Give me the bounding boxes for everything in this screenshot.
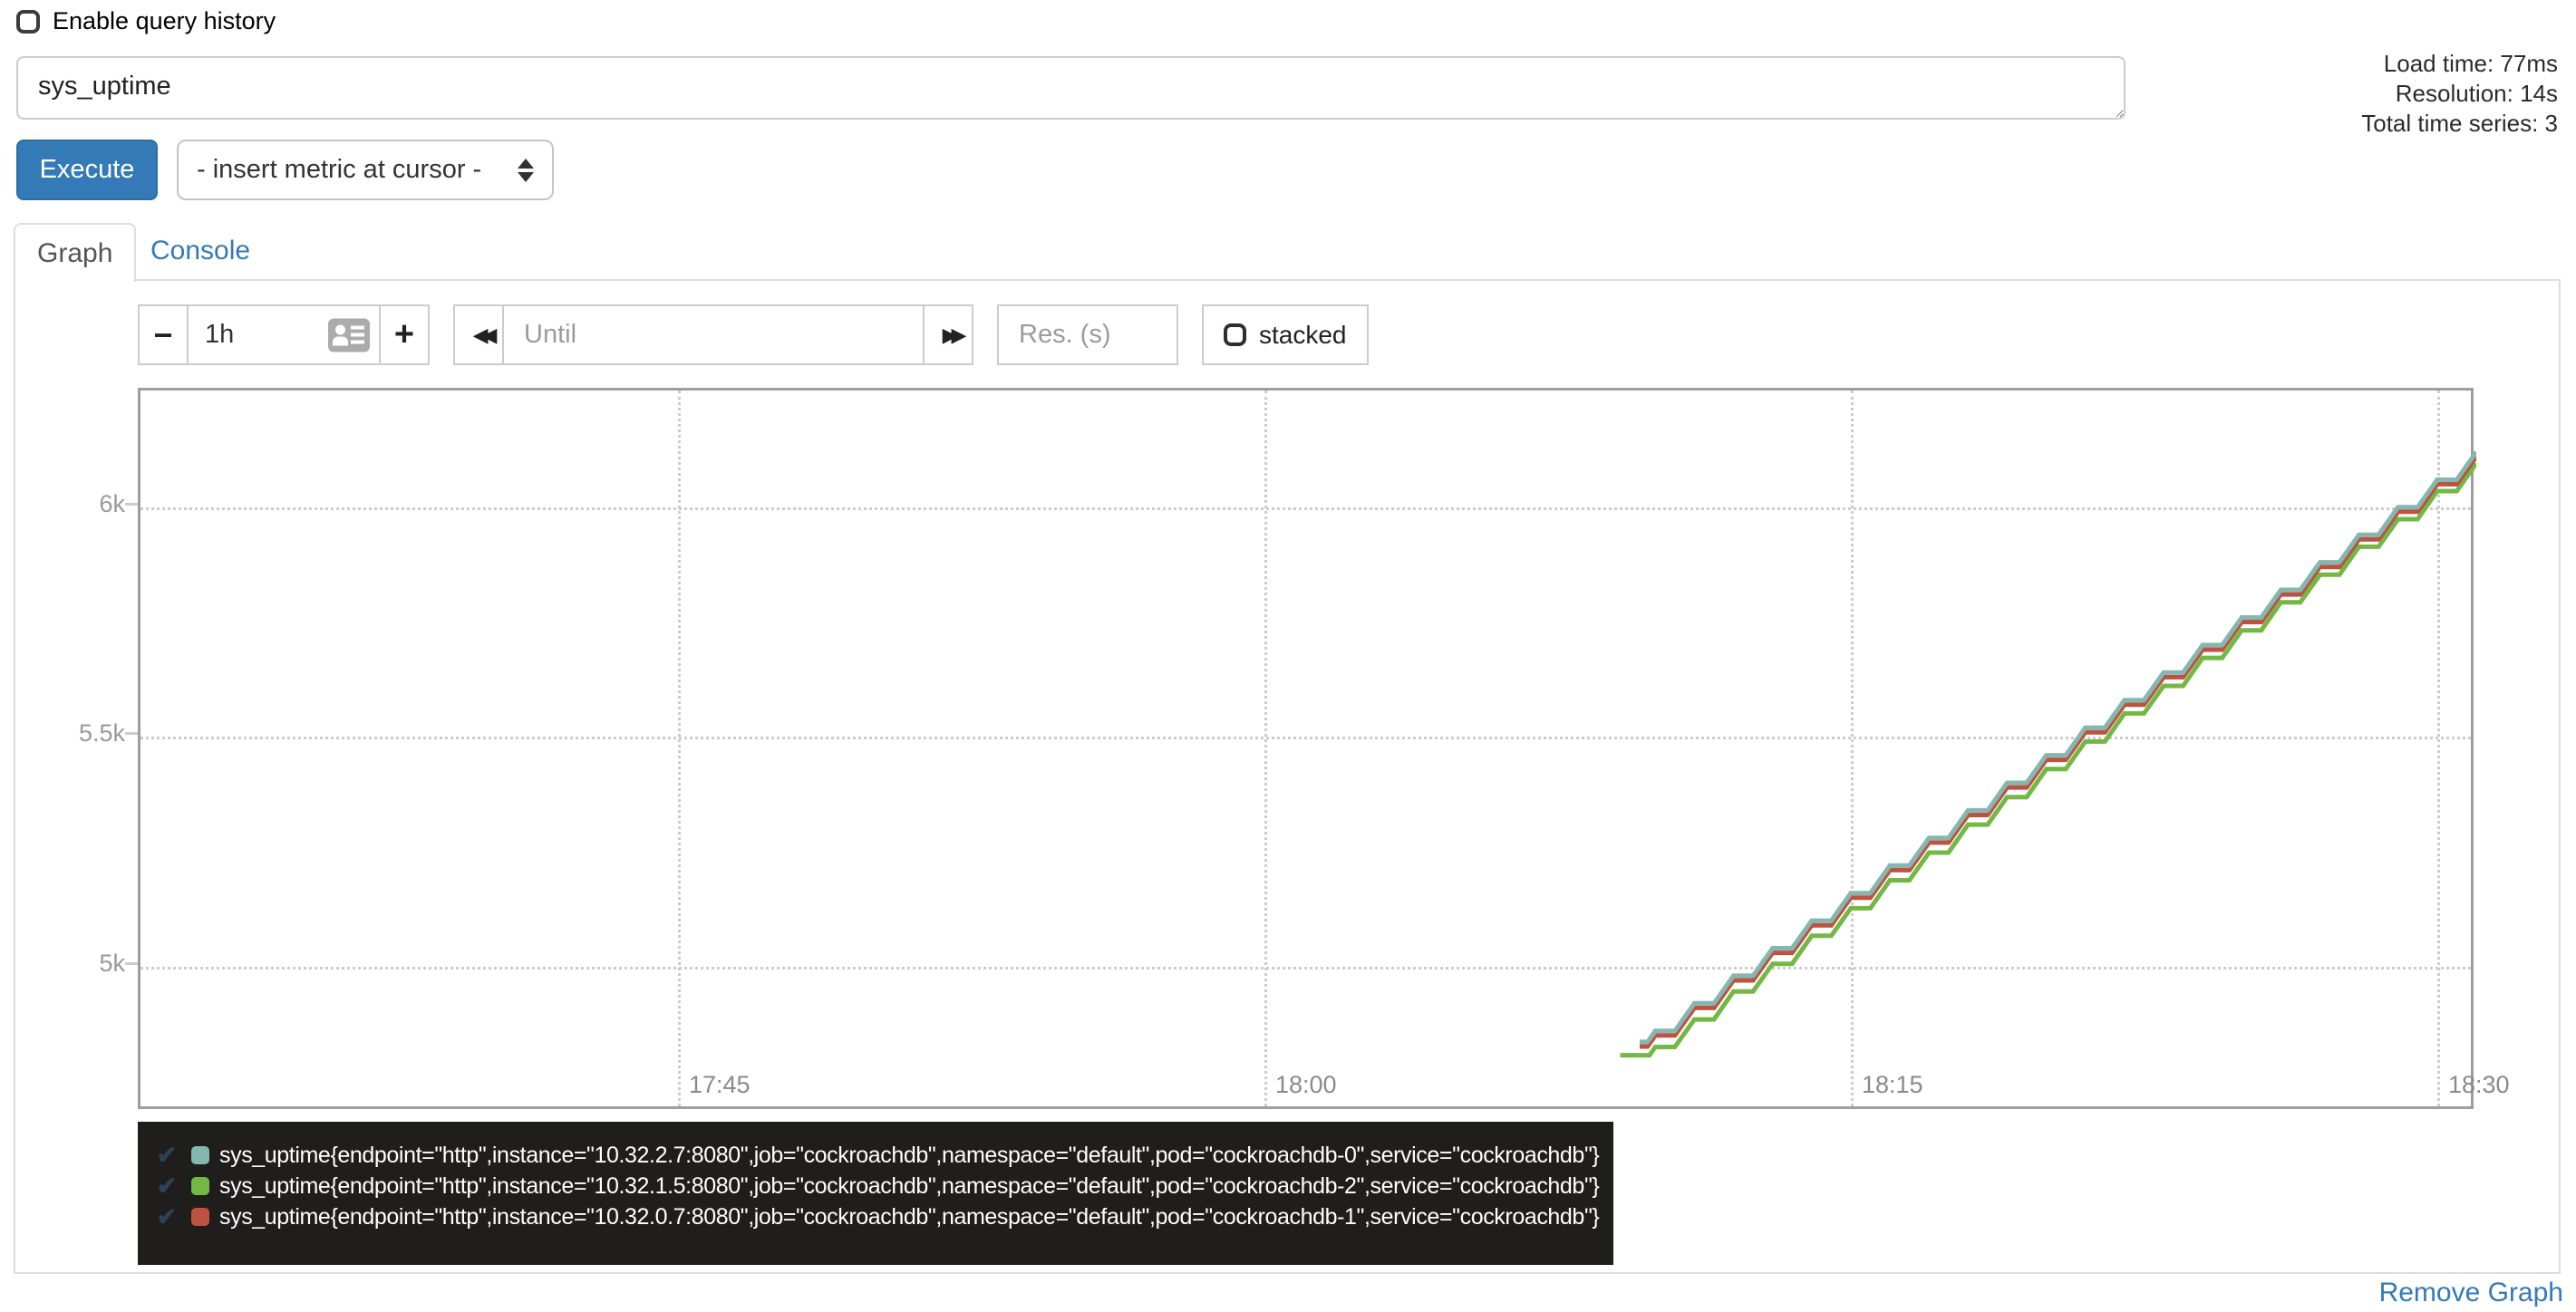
y-tick-5.5k bbox=[125, 732, 138, 735]
total-time-series: Total time series: 3 bbox=[2361, 110, 2558, 137]
x-axis-label-1830: 18:30 bbox=[2448, 1071, 2510, 1098]
x-axis-label-1815: 18:15 bbox=[1862, 1071, 1923, 1098]
series-color-swatch bbox=[191, 1146, 209, 1164]
grow-range-button[interactable]: + bbox=[379, 304, 430, 365]
query-stats: Load time: 77ms Resolution: 14s Total ti… bbox=[2361, 49, 2558, 139]
legend-row[interactable]: ✔ sys_uptime{endpoint="http",instance="1… bbox=[152, 1140, 1613, 1171]
stacked-toggle[interactable]: stacked bbox=[1202, 304, 1369, 365]
select-arrows-icon bbox=[518, 158, 534, 182]
expression-input[interactable]: sys_uptime bbox=[16, 56, 2126, 120]
query-history-checkbox[interactable] bbox=[16, 9, 40, 34]
y-tick-6k bbox=[125, 503, 138, 506]
resolution-input[interactable] bbox=[997, 304, 1178, 365]
until-group: ◀◀ ▶▶ bbox=[453, 304, 973, 365]
gridline-x-1815 bbox=[1851, 391, 1854, 1106]
legend-row[interactable]: ✔ sys_uptime{endpoint="http",instance="1… bbox=[152, 1171, 1613, 1201]
series-label: sys_uptime{endpoint="http",instance="10.… bbox=[219, 1172, 1600, 1199]
gridline-y-5.5k bbox=[140, 737, 2471, 739]
shrink-range-button[interactable]: − bbox=[138, 304, 189, 365]
tab-console[interactable]: Console bbox=[150, 236, 251, 265]
insert-metric-select-value: - insert metric at cursor - bbox=[197, 155, 482, 184]
series-line-cockroachdb-2 bbox=[1620, 462, 2476, 1058]
y-axis-label-5k: 5k bbox=[99, 950, 125, 977]
gridline-x-1830 bbox=[2437, 391, 2440, 1106]
query-history-row: Enable query history bbox=[16, 7, 276, 35]
series-label: sys_uptime{endpoint="http",instance="10.… bbox=[219, 1203, 1600, 1230]
range-group: − + bbox=[138, 304, 430, 365]
gridline-x-1745 bbox=[678, 391, 681, 1106]
series-visible-check-icon: ✔ bbox=[156, 1141, 178, 1169]
series-line-cockroachdb-1 bbox=[1640, 455, 2476, 1049]
series-visible-check-icon: ✔ bbox=[156, 1202, 178, 1230]
forward-button[interactable]: ▶▶ bbox=[923, 304, 973, 365]
load-time: Load time: 77ms bbox=[2383, 50, 2558, 77]
graph-controls: − + ◀◀ ▶▶ stacked bbox=[138, 304, 1369, 365]
gridline-y-6k bbox=[140, 507, 2471, 510]
tab-graph[interactable]: Graph bbox=[14, 223, 137, 282]
series-visible-check-icon: ✔ bbox=[156, 1172, 178, 1200]
execute-button[interactable]: Execute bbox=[16, 140, 158, 200]
x-axis-label-1800: 18:00 bbox=[1275, 1071, 1337, 1098]
calendar-icon[interactable] bbox=[328, 318, 370, 352]
gridline-x-1800 bbox=[1264, 391, 1267, 1106]
y-tick-5k bbox=[125, 962, 138, 965]
series-color-swatch bbox=[191, 1177, 209, 1195]
until-input[interactable] bbox=[502, 304, 925, 365]
plot-area[interactable]: 17:45 18:00 18:15 18:30 bbox=[138, 388, 2510, 1109]
stacked-label: stacked bbox=[1259, 320, 1347, 349]
x-axis-label-1745: 17:45 bbox=[689, 1071, 751, 1098]
rewind-button[interactable]: ◀◀ bbox=[453, 304, 504, 365]
series-label: sys_uptime{endpoint="http",instance="10.… bbox=[219, 1142, 1600, 1168]
stacked-checkbox[interactable] bbox=[1224, 323, 1246, 346]
legend-row[interactable]: ✔ sys_uptime{endpoint="http",instance="1… bbox=[152, 1201, 1613, 1232]
series-lines bbox=[1620, 450, 2476, 1058]
y-axis-label-6k: 6k bbox=[99, 490, 125, 517]
gridline-y-5k bbox=[140, 967, 2471, 970]
legend: ✔ sys_uptime{endpoint="http",instance="1… bbox=[138, 1122, 1613, 1265]
query-history-label: Enable query history bbox=[53, 7, 276, 34]
resolution: Resolution: 14s bbox=[2395, 80, 2558, 107]
range-input-wrap bbox=[187, 304, 381, 365]
remove-graph-link[interactable]: Remove Graph bbox=[2378, 1278, 2563, 1307]
series-color-swatch bbox=[191, 1208, 209, 1226]
y-axis-label-5.5k: 5.5k bbox=[78, 719, 125, 747]
series-line-cockroachdb-0 bbox=[1640, 450, 2476, 1045]
insert-metric-select[interactable]: - insert metric at cursor - bbox=[177, 140, 554, 200]
